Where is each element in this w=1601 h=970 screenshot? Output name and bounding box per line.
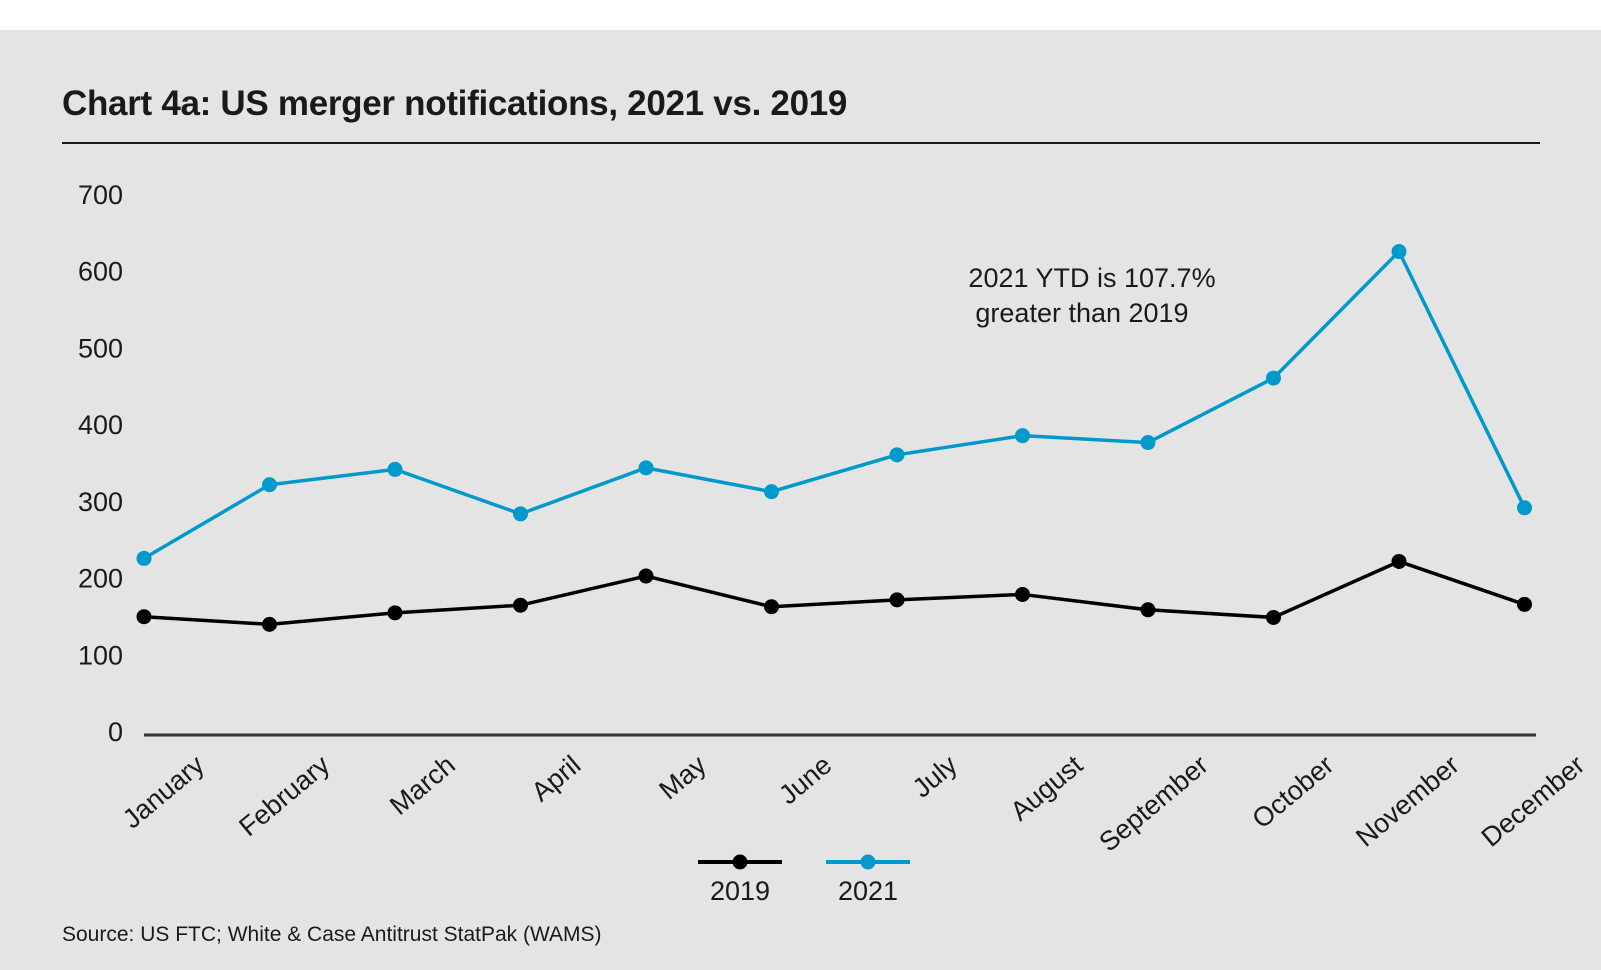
x-tick-label: August	[1005, 749, 1089, 826]
data-point-2019	[889, 592, 905, 608]
data-point-2019	[513, 597, 528, 613]
x-tick-label: May	[653, 749, 712, 805]
x-tick-label: March	[384, 750, 461, 821]
y-axis-ticks: 0 100 200 300 400 500 600 700	[78, 180, 123, 747]
series-line-2019	[143, 559, 1526, 627]
y-tick-label: 0	[108, 717, 123, 747]
title-rule	[62, 142, 1540, 144]
data-point-2021	[387, 461, 403, 477]
data-point-2021	[638, 460, 654, 476]
x-tick-label: July	[907, 749, 963, 803]
x-tick-label: September	[1093, 750, 1213, 858]
y-tick-label: 200	[78, 564, 123, 594]
data-point-2019	[387, 605, 403, 621]
y-tick-label: 400	[78, 410, 123, 440]
data-point-2021	[764, 484, 779, 500]
data-point-2021	[1517, 500, 1532, 516]
data-point-2019	[1266, 609, 1281, 625]
data-point-2019	[764, 599, 779, 615]
series-line-2021	[143, 249, 1527, 560]
data-point-2021	[513, 506, 528, 522]
legend-label-2021: 2021	[838, 876, 898, 906]
data-point-2021	[1140, 435, 1156, 451]
y-tick-label: 500	[78, 333, 123, 363]
data-point-2019	[1015, 586, 1030, 602]
x-axis-ticks: January February March April May June July Augu…	[117, 749, 1590, 857]
data-point-2019	[262, 616, 277, 632]
x-tick-label: January	[117, 749, 210, 834]
data-point-2019	[1517, 596, 1532, 612]
legend-label-2019: 2019	[710, 876, 770, 906]
x-tick-label: December	[1476, 750, 1591, 853]
x-tick-label: February	[233, 749, 335, 842]
y-tick-label: 600	[78, 257, 123, 287]
data-point-2021	[136, 550, 152, 566]
data-point-2021	[1266, 370, 1281, 386]
y-tick-label: 300	[78, 487, 123, 517]
data-point-2019	[1391, 553, 1407, 569]
annotation-line-1: 2021 YTD is 107.7%	[968, 263, 1215, 293]
data-point-2019	[1140, 602, 1156, 618]
data-point-2021	[1391, 244, 1407, 260]
legend-marker-2021	[860, 854, 876, 870]
data-point-2019	[638, 568, 654, 584]
data-point-2021	[1015, 428, 1030, 444]
chart-panel	[0, 30, 1601, 970]
data-point-2019	[136, 609, 152, 625]
source-note: Source: US FTC; White & Case Antitrust S…	[62, 923, 602, 946]
x-tick-label: October	[1246, 750, 1339, 835]
series-group	[136, 244, 1532, 632]
legend: 2019 2021	[698, 854, 910, 906]
x-tick-label: November	[1350, 750, 1465, 853]
annotation-line-2: greater than 2019	[975, 298, 1188, 328]
legend-marker-2019	[732, 854, 748, 870]
y-tick-label: 100	[78, 640, 123, 670]
data-point-2021	[889, 447, 905, 463]
data-point-2021	[262, 477, 277, 493]
x-tick-label: April	[526, 750, 587, 808]
y-tick-label: 700	[78, 180, 123, 210]
x-tick-label: June	[773, 750, 837, 811]
chart-title: Chart 4a: US merger notifications, 2021 …	[62, 84, 848, 123]
